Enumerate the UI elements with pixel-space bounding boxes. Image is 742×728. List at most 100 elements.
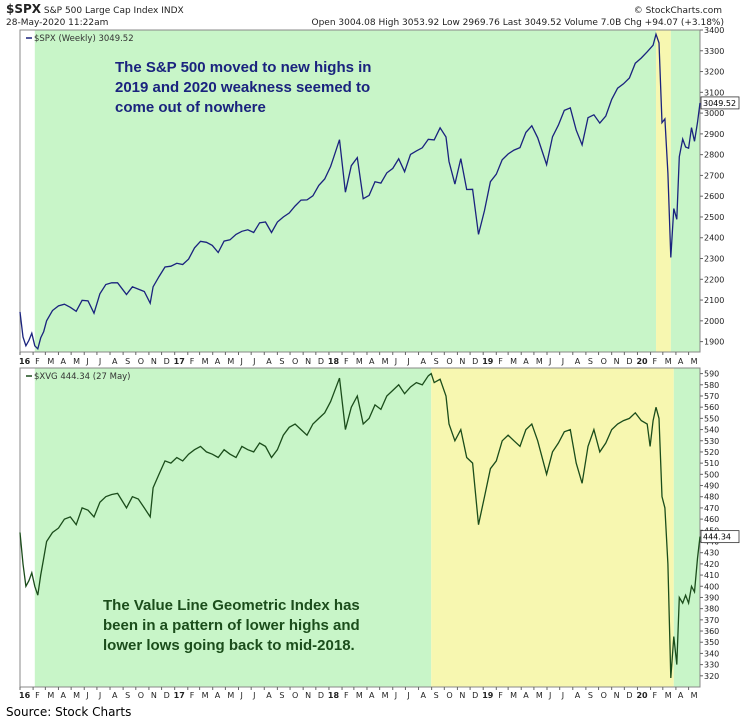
y-tick-label: 560 xyxy=(704,403,719,412)
x-tick-label: 18 xyxy=(328,357,340,366)
x-tick-label: N xyxy=(459,691,465,700)
x-tick-label: J xyxy=(239,691,242,700)
shaded-band xyxy=(656,30,671,352)
x-tick-label: N xyxy=(151,691,157,700)
y-tick-label: 470 xyxy=(704,504,719,513)
x-tick-label: S xyxy=(434,691,439,700)
y-tick-label: 490 xyxy=(704,482,719,491)
x-tick-label: M xyxy=(382,357,389,366)
x-tick-label: N xyxy=(305,357,311,366)
x-tick-label: F xyxy=(190,357,195,366)
spx-annotation: The S&P 500 moved to new highs in 2019 a… xyxy=(115,58,371,118)
legend-label: $XVG 444.34 (27 May) xyxy=(34,372,131,382)
x-tick-label: A xyxy=(678,691,684,700)
x-tick-label: A xyxy=(60,691,66,700)
last-value-box xyxy=(700,530,740,544)
xvg-annotation-line: The Value Line Geometric Index has xyxy=(103,597,360,614)
x-tick-label: J xyxy=(85,691,88,700)
x-tick-label: A xyxy=(112,357,118,366)
spx-annotation-line: 2019 and 2020 weakness seemed to xyxy=(115,79,371,96)
y-tick-label: 3100 xyxy=(704,88,724,97)
x-tick-label: A xyxy=(523,357,529,366)
x-tick-label: D xyxy=(164,357,170,366)
x-tick-label: J xyxy=(239,357,242,366)
quote-line: Open 3004.08 High 3053.92 Low 2969.76 La… xyxy=(311,18,724,28)
y-tick-label: 430 xyxy=(704,549,719,558)
x-tick-label: O xyxy=(446,691,452,700)
x-tick-label: S xyxy=(588,691,593,700)
x-tick-label: M xyxy=(665,691,672,700)
x-tick-label: N xyxy=(459,357,465,366)
y-tick-label: 500 xyxy=(704,470,719,479)
y-tick-label: 2000 xyxy=(704,317,724,326)
x-tick-label: 18 xyxy=(328,691,340,700)
x-tick-label: O xyxy=(292,357,298,366)
x-tick-label: S xyxy=(434,357,439,366)
x-tick-label: S xyxy=(279,691,284,700)
y-tick-label: 3300 xyxy=(704,47,724,56)
x-tick-label: O xyxy=(138,691,144,700)
y-tick-label: 480 xyxy=(704,493,719,502)
x-tick-label: M xyxy=(356,357,363,366)
y-tick-label: 520 xyxy=(704,448,719,457)
x-tick-label: O xyxy=(292,691,298,700)
x-tick-label: 17 xyxy=(174,357,185,366)
series-line xyxy=(19,372,701,679)
x-tick-label: M xyxy=(691,691,698,700)
last-value-label: 444.34 xyxy=(703,533,731,542)
y-tick-label: 2100 xyxy=(704,296,724,305)
chart-svg: 1900 2000 2100 2200 2300 2400 2500 2600 2700 2800… xyxy=(19,26,740,700)
chart-date-label: 28-May-2020 11:22am xyxy=(6,18,109,28)
y-tick-label: 1900 xyxy=(704,338,724,347)
x-tick-label: D xyxy=(472,691,478,700)
x-tick-label: M xyxy=(356,691,363,700)
x-tick-label: J xyxy=(548,691,551,700)
x-tick-label: O xyxy=(601,357,607,366)
x-tick-label: S xyxy=(588,357,593,366)
x-tick-label: N xyxy=(614,691,620,700)
x-tick-label: M xyxy=(202,691,209,700)
x-tick-label: A xyxy=(60,357,66,366)
x-tick-label: A xyxy=(369,691,375,700)
y-tick-label: 510 xyxy=(704,459,719,468)
y-tick-label: 2500 xyxy=(704,213,724,222)
x-tick-label: J xyxy=(98,357,101,366)
x-tick-label: J xyxy=(394,691,397,700)
x-tick-label: D xyxy=(626,357,632,366)
x-tick-label: A xyxy=(421,357,427,366)
y-tick-label: 400 xyxy=(704,582,719,591)
x-tick-label: J xyxy=(98,691,101,700)
x-tick-label: A xyxy=(112,691,118,700)
shaded-band xyxy=(670,30,700,352)
shaded-band xyxy=(34,368,432,687)
x-tick-label: M xyxy=(665,357,672,366)
x-tick-label: A xyxy=(369,357,375,366)
x-tick-label: M xyxy=(202,357,209,366)
y-tick-label: 2400 xyxy=(704,234,724,243)
symbol-label: $SPX xyxy=(6,2,42,16)
x-tick-label: 20 xyxy=(636,691,648,700)
xvg-annotation-line: lower lows going back to mid-2018. xyxy=(103,637,355,654)
x-tick-label: A xyxy=(523,691,529,700)
xvg-annotation: The Value Line Geometric Index has been … xyxy=(103,596,360,656)
y-tick-label: 3000 xyxy=(704,109,724,118)
x-tick-label: J xyxy=(406,691,409,700)
x-tick-label: F xyxy=(498,691,503,700)
series-line xyxy=(19,31,701,351)
y-tick-label: 2200 xyxy=(704,275,724,284)
y-tick-label: 460 xyxy=(704,515,719,524)
y-tick-label: 410 xyxy=(704,571,719,580)
x-tick-label: F xyxy=(35,357,40,366)
last-value-box xyxy=(700,96,740,110)
x-tick-label: J xyxy=(85,357,88,366)
spx-annotation-line: The S&P 500 moved to new highs in xyxy=(115,59,372,76)
last-value-label: 3049.52 xyxy=(703,99,736,108)
x-tick-label: 17 xyxy=(174,691,185,700)
y-tick-label: 2600 xyxy=(704,192,724,201)
x-tick-label: M xyxy=(227,691,234,700)
y-tick-label: 2800 xyxy=(704,151,724,160)
x-tick-label: S xyxy=(279,357,284,366)
x-tick-label: D xyxy=(318,691,324,700)
y-tick-label: 590 xyxy=(704,370,719,379)
x-tick-label: A xyxy=(575,691,581,700)
